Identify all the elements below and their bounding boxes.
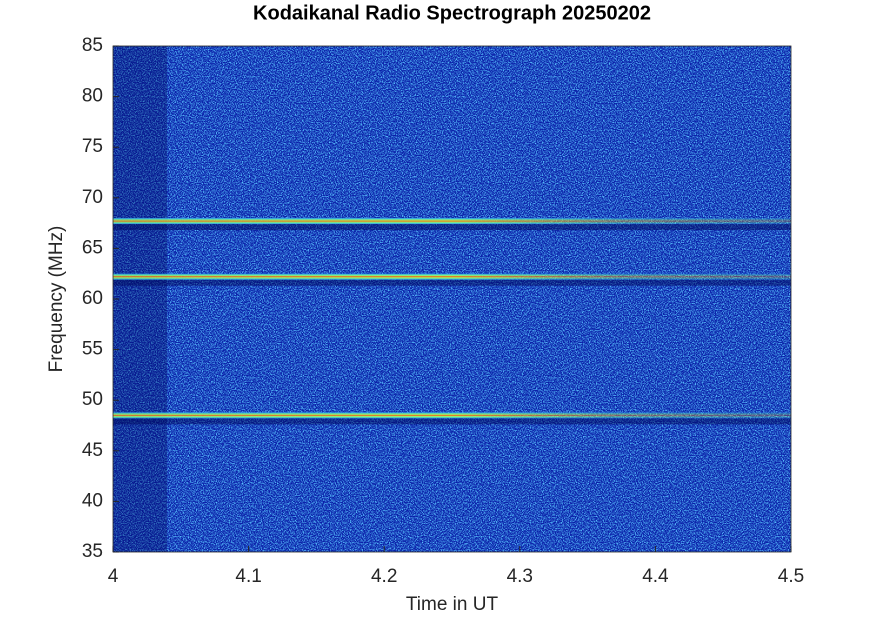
emission-line (113, 218, 791, 225)
y-tick-label: 45 (82, 440, 103, 461)
y-tick-label: 65 (82, 237, 103, 258)
y-tick-label: 75 (82, 136, 103, 157)
x-tick-label: 4.3 (507, 566, 533, 587)
emission-line (113, 412, 791, 419)
y-tick-label: 50 (82, 389, 103, 410)
y-tick-label: 35 (82, 541, 103, 562)
dark-strip (113, 46, 167, 552)
y-tick-label: 80 (82, 86, 103, 107)
y-tick-label: 85 (82, 35, 103, 56)
y-tick-label: 70 (82, 187, 103, 208)
y-tick-label: 40 (82, 490, 103, 511)
emission-lines (113, 218, 791, 419)
dark-band (113, 224, 791, 231)
y-tick-label: 55 (82, 339, 103, 360)
plot-area (113, 46, 791, 552)
x-axis-label: Time in UT (406, 594, 499, 615)
y-tick-label: 60 (82, 288, 103, 309)
x-tick-label: 4.5 (778, 566, 804, 587)
y-axis-label: Frequency (MHz) (46, 226, 67, 373)
dark-band (113, 418, 791, 425)
emission-line (113, 273, 791, 280)
dark-band (113, 279, 791, 286)
x-tick-label: 4.4 (642, 566, 669, 587)
noise-texture (113, 46, 791, 552)
x-tick-label: 4.1 (235, 566, 261, 587)
chart-title: Kodaikanal Radio Spectrograph 20250202 (253, 2, 651, 24)
x-tick-label: 4 (108, 566, 119, 587)
x-tick-label: 4.2 (371, 566, 397, 587)
